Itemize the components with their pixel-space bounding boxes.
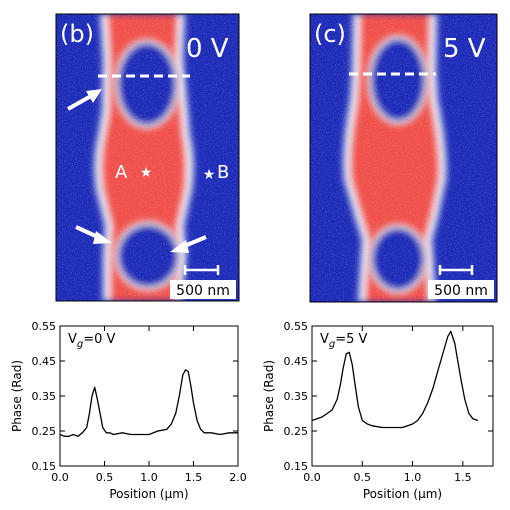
scalebar: [183, 265, 220, 275]
annotation-subscript: g: [329, 339, 335, 350]
x-tick-label: 1.0: [140, 471, 158, 484]
y-axis-label: Phase (Rad): [10, 360, 24, 432]
y-tick-label: 0.25: [284, 425, 309, 438]
x-tick-label: 1.5: [454, 471, 472, 484]
y-tick-label: 0.15: [32, 460, 57, 473]
scalebar: [438, 265, 474, 275]
arrow-icon: [67, 89, 102, 111]
y-tick-label: 0.45: [32, 355, 57, 368]
x-tick-label: 1.0: [404, 471, 422, 484]
arrow-icon: [75, 225, 112, 244]
scalebar-label: 500 nm: [434, 283, 488, 299]
phase-profile-plot-5v: 0.15 0.25 0.35 0.45 0.55 0.0 0.5 1.0 1.5 Position…: [262, 320, 494, 501]
scalebar-label: 500 nm: [176, 283, 230, 299]
arrow-icon: [170, 235, 207, 253]
plot-frame: [59, 325, 239, 467]
phase-map-0v: (b) 0 V A ★ ★ B 500 nm: [55, 13, 240, 302]
phase-profile-line: [311, 330, 479, 429]
map-frame: [309, 13, 498, 303]
x-axis-label: Position (μm): [363, 487, 442, 501]
y-tick-label: 0.35: [284, 390, 309, 403]
speckle-noise: [310, 14, 497, 302]
x-tick-label: 1.5: [185, 471, 203, 484]
y-tick-label: 0.35: [32, 390, 57, 403]
x-tick-label: 0.5: [354, 471, 372, 484]
star-icon: ★: [203, 167, 216, 183]
x-tick-label: 0.0: [303, 471, 321, 484]
phase-map-5v: (c) 5 V 500 nm: [309, 13, 498, 303]
panel-label: (b): [60, 20, 94, 48]
voltage-label: 5 V: [443, 34, 486, 64]
annotation-prefix: V: [320, 332, 329, 347]
voltage-label: 0 V: [186, 34, 229, 64]
phase-profile-line: [59, 369, 238, 437]
x-tick-label: 0.5: [96, 471, 114, 484]
x-tick-label: 0.0: [51, 471, 69, 484]
y-tick-label: 0.15: [284, 460, 309, 473]
annotation-subscript: g: [77, 339, 83, 350]
annotation-prefix: V: [68, 332, 77, 347]
gate-voltage-annotation: Vg=5 V: [320, 332, 368, 350]
point-a-label: A: [115, 162, 128, 183]
annotation-suffix: =0 V: [83, 332, 115, 347]
phase-profile-plot-0v: 0.15 0.25 0.35 0.45 0.55 0.0 0.5 1.0 1.5 2.0 Posit…: [10, 320, 247, 501]
scalebar-label-box: [428, 280, 494, 299]
plot-frame: [311, 325, 494, 467]
y-tick-label: 0.55: [32, 320, 57, 333]
x-tick-label: 2.0: [229, 471, 247, 484]
y-tick-label: 0.25: [32, 425, 57, 438]
annotation-suffix: =5 V: [335, 332, 367, 347]
scalebar-label-box: [170, 280, 236, 299]
speckle-noise: [56, 14, 239, 301]
gate-voltage-annotation: Vg=0 V: [68, 332, 116, 350]
y-tick-label: 0.45: [284, 355, 309, 368]
y-axis-label: Phase (Rad): [262, 360, 276, 432]
point-b-label: B: [217, 162, 229, 183]
y-tick-label: 0.55: [284, 320, 309, 333]
panel-label: (c): [314, 20, 346, 48]
star-icon: ★: [140, 165, 153, 181]
x-axis-label: Position (μm): [109, 487, 188, 501]
map-frame: [55, 13, 240, 302]
